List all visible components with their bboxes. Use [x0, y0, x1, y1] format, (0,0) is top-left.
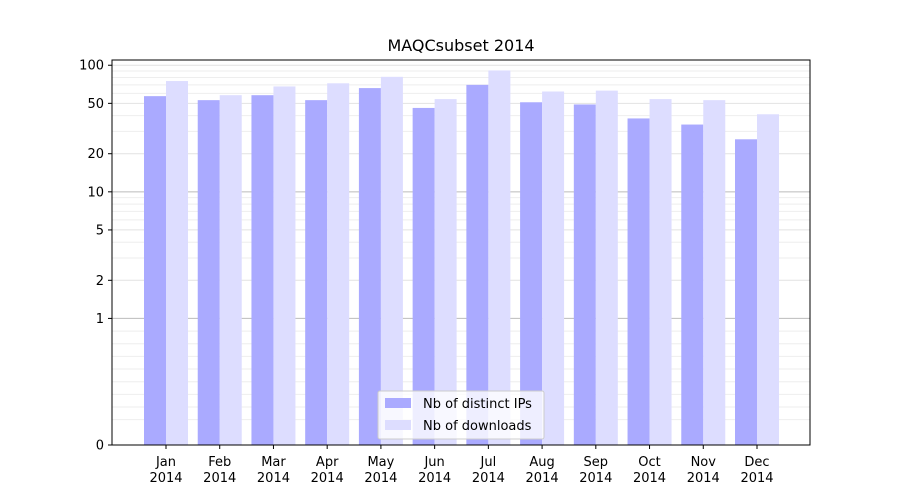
x-tick-label: Nov [691, 455, 717, 470]
bars [144, 70, 779, 446]
bar-downloads [542, 91, 565, 445]
x-tick-label: 2014 [526, 471, 559, 486]
legend-label-downloads: Nb of downloads [423, 419, 532, 434]
bar-downloads [273, 86, 296, 445]
bar-distinct-ips [466, 84, 489, 445]
bar-distinct-ips [197, 100, 220, 445]
x-tick-label: 2014 [203, 471, 236, 486]
bar-downloads [488, 70, 511, 445]
y-axis: 0 1 2 5 10 20 50 100 [79, 59, 112, 454]
bar-distinct-ips [251, 95, 274, 445]
bar-downloads [166, 81, 188, 445]
plot-frame [111, 59, 811, 446]
y-tick-label: 20 [87, 147, 104, 162]
bar-distinct-ips [627, 118, 650, 445]
y-tick-label: 1 [96, 312, 104, 327]
bar-distinct-ips [305, 100, 328, 445]
legend: Nb of distinct IPs Nb of downloads [377, 390, 545, 440]
x-tick-label: 2014 [740, 471, 773, 486]
bar-downloads [649, 99, 672, 445]
x-tick-label: 2014 [311, 471, 344, 486]
x-tick-label: May [367, 455, 394, 470]
x-tick-label: 2014 [364, 471, 397, 486]
legend-swatch-distinct-ips [385, 398, 411, 408]
bar-downloads [380, 76, 403, 446]
legend-label-distinct-ips: Nb of distinct IPs [423, 397, 532, 412]
y-tick-label: 2 [96, 274, 104, 289]
y-tick-label: 10 [87, 185, 104, 200]
x-tick-label: 2014 [149, 471, 182, 486]
chart-title: MAQCsubset 2014 [387, 36, 534, 55]
x-tick-label: Feb [208, 455, 231, 470]
x-tick-label: 2014 [418, 471, 451, 486]
x-axis: Jan2014Feb2014Mar2014Apr2014May2014Jun20… [149, 445, 774, 486]
x-tick-label: Oct [638, 455, 660, 470]
x-tick-label: 2014 [633, 471, 666, 486]
x-tick-label: Sep [584, 455, 609, 470]
bar-downloads [219, 95, 242, 445]
x-tick-label: 2014 [472, 471, 505, 486]
legend-swatch-downloads [385, 420, 411, 430]
y-tick-label: 50 [87, 97, 104, 112]
x-tick-label: Jul [480, 455, 497, 470]
bar-downloads [327, 83, 350, 445]
x-tick-label: Aug [529, 455, 554, 470]
bar-downloads [434, 99, 457, 445]
y-tick-label: 100 [79, 59, 104, 74]
y-tick-label: 5 [96, 223, 104, 238]
x-tick-label: Apr [316, 455, 339, 470]
legend-box [377, 390, 545, 440]
y-tick-label: 0 [96, 439, 104, 454]
bar-distinct-ips [520, 102, 543, 445]
bar-distinct-ips [144, 96, 166, 446]
bar-distinct-ips [358, 88, 381, 445]
x-tick-label: 2014 [257, 471, 290, 486]
x-tick-label: Jun [423, 455, 444, 470]
bar-downloads [757, 114, 779, 445]
x-tick-label: 2014 [687, 471, 720, 486]
x-tick-label: 2014 [579, 471, 612, 486]
bar-downloads [703, 100, 726, 445]
bar-distinct-ips [573, 104, 596, 445]
bar-downloads [595, 90, 618, 445]
x-tick-label: Dec [744, 455, 769, 470]
bar-distinct-ips [412, 107, 435, 446]
x-tick-label: Mar [261, 455, 286, 470]
bar-distinct-ips [735, 139, 757, 445]
bar-distinct-ips [681, 124, 704, 445]
x-tick-label: Jan [155, 455, 176, 470]
